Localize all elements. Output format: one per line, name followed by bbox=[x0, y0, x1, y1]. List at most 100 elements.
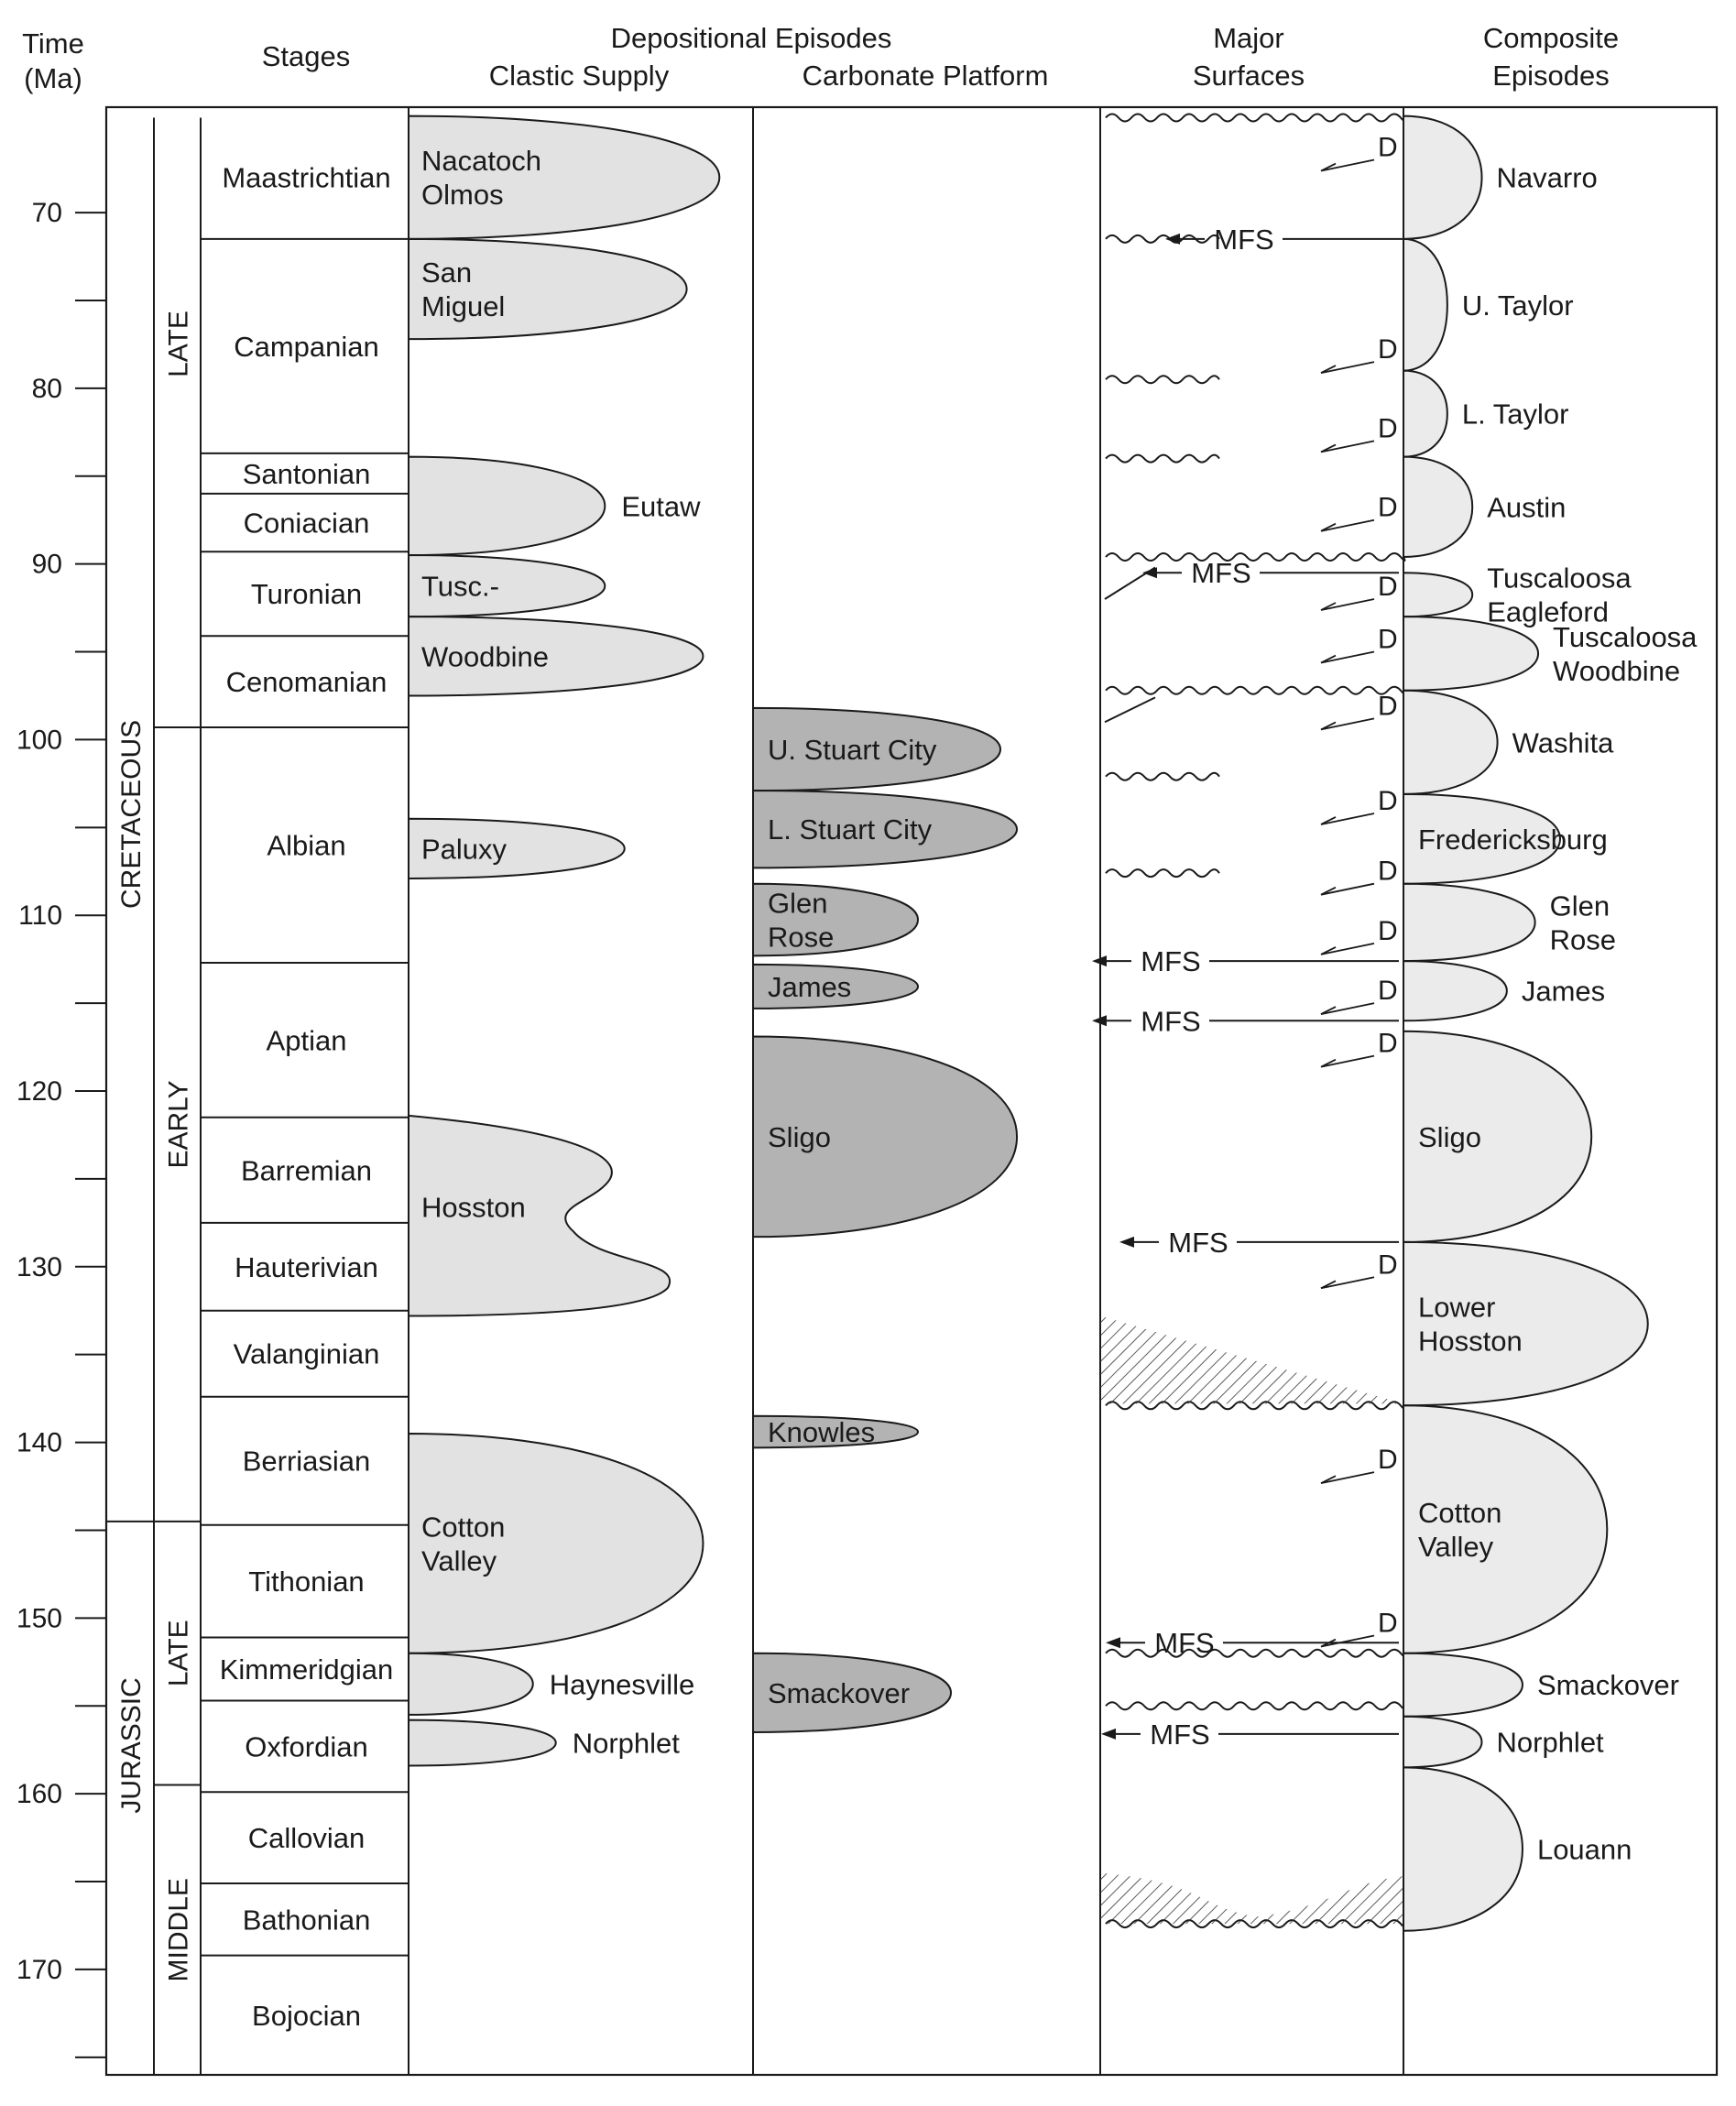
clastic-episode-shape bbox=[408, 115, 721, 240]
composite-episode-label: Glen Rose bbox=[1550, 889, 1616, 955]
carbonate-episode-shape bbox=[752, 882, 920, 957]
mfs-label: MFS bbox=[1214, 224, 1273, 256]
composite-episode-label: Smackover bbox=[1537, 1669, 1679, 1701]
time-axis-tick-label: 170 bbox=[16, 1955, 62, 1985]
period-label: JURASSIC bbox=[116, 1677, 147, 1813]
composite-episode-label: Washita bbox=[1512, 726, 1615, 758]
epoch-column: LATE EARLY LATE MIDDLE bbox=[154, 311, 201, 1981]
unconformity-surface bbox=[1105, 234, 1220, 244]
downlap-marker-line bbox=[1320, 440, 1375, 453]
downlap-marker-line bbox=[1320, 1634, 1375, 1648]
stage-label: Santonian bbox=[243, 458, 371, 490]
unconformity-surface bbox=[1105, 375, 1220, 385]
composite-episode-label: U. Taylor bbox=[1462, 289, 1574, 322]
composite-episode-shape bbox=[1403, 115, 1483, 240]
composite-episode-shape bbox=[1403, 689, 1499, 795]
downlap-marker-label: D bbox=[1378, 413, 1398, 443]
downlap-marker-tick bbox=[1320, 1475, 1337, 1484]
mfs-label: MFS bbox=[1150, 1719, 1209, 1751]
epoch-label: LATE bbox=[164, 1620, 194, 1686]
composite-episode-shape bbox=[1403, 882, 1536, 963]
composite-episode-label: Fredericksburg bbox=[1418, 824, 1608, 856]
stage-label: Bojocian bbox=[252, 2000, 361, 2032]
hiatus-wedge-hatched bbox=[1100, 1872, 1403, 1925]
time-axis-tick-label: 130 bbox=[16, 1252, 62, 1282]
carbonate-platform-header: Carbonate Platform bbox=[802, 60, 1049, 92]
downlap-marker-tick bbox=[1320, 1280, 1337, 1290]
unconformity-surface bbox=[1105, 113, 1406, 123]
carbonate-episode-label: James bbox=[768, 971, 851, 1003]
clastic-episode-shape bbox=[408, 237, 688, 341]
downlap-marker-line bbox=[1320, 943, 1375, 955]
stage-label: Albian bbox=[267, 830, 345, 862]
clastic-episode-label: Nacatoch Olmos bbox=[421, 145, 541, 211]
clastic-episode-shape bbox=[408, 1652, 534, 1716]
time-axis-tick-label: 160 bbox=[16, 1779, 62, 1809]
time-axis-tick-label: 80 bbox=[32, 374, 62, 404]
composite-episode-label: L. Taylor bbox=[1462, 398, 1569, 431]
carbonate-episode-label: L. Stuart City bbox=[768, 813, 933, 846]
downlap-marker-line bbox=[1320, 598, 1375, 611]
unconformity-surface bbox=[1105, 1401, 1406, 1411]
clastic-episode-label: Cotton Valley bbox=[421, 1511, 505, 1577]
unconformity-surface bbox=[1105, 1701, 1406, 1711]
composite-episode-label: James bbox=[1522, 976, 1605, 1008]
time-axis-tick-label: 120 bbox=[16, 1076, 62, 1107]
clastic-episode-shape bbox=[408, 616, 704, 697]
epoch-label: LATE bbox=[164, 311, 194, 377]
carbonate-episode-shape bbox=[752, 1414, 920, 1449]
downlap-marker-line bbox=[1320, 813, 1375, 825]
composite-episodes-header-line2: Episodes bbox=[1492, 60, 1610, 92]
downlap-marker-tick bbox=[1320, 816, 1337, 825]
downlap-marker-line bbox=[1320, 882, 1375, 896]
carbonate-episode-label: Knowles bbox=[768, 1416, 875, 1448]
composite-episode-label: Austin bbox=[1487, 491, 1566, 523]
downlap-marker-line bbox=[1320, 717, 1375, 731]
clastic-episode-shape bbox=[408, 1114, 671, 1317]
downlap-marker-label: D bbox=[1378, 1609, 1398, 1639]
stage-label: Hauterivian bbox=[235, 1251, 378, 1283]
composite-episode-shape bbox=[1403, 1030, 1593, 1243]
downlap-marker-label: D bbox=[1378, 786, 1398, 816]
mfs-arrowhead bbox=[1101, 1728, 1116, 1740]
downlap-marker-label: D bbox=[1378, 334, 1398, 365]
carbonate-episode-shape bbox=[752, 790, 1019, 869]
mfs-arrowhead bbox=[1106, 1637, 1120, 1649]
mfs-label: MFS bbox=[1191, 557, 1250, 589]
downlap-marker-tick bbox=[1320, 946, 1337, 955]
major-surfaces-header-line1: Major bbox=[1213, 22, 1284, 54]
period-column: CRETACEOUS JURASSIC bbox=[106, 720, 201, 1814]
downlap-marker-label: D bbox=[1378, 1445, 1398, 1475]
clastic-episode-label: Woodbine bbox=[421, 640, 549, 672]
composite-episode-label: Tuscaloosa Woodbine bbox=[1553, 621, 1698, 687]
composite-episode-shape bbox=[1403, 572, 1474, 618]
clastic-episode-shape bbox=[408, 1719, 557, 1767]
downlap-marker-tick bbox=[1320, 365, 1337, 374]
downlap-marker-label: D bbox=[1378, 625, 1398, 655]
mfs-label: MFS bbox=[1141, 1005, 1200, 1037]
unconformity-surface bbox=[1105, 453, 1220, 464]
clastic-episode-shape bbox=[408, 554, 606, 618]
downlap-marker-line bbox=[1320, 158, 1375, 172]
composite-episode-shape bbox=[1403, 960, 1508, 1022]
downlap-marker-label: D bbox=[1378, 976, 1398, 1006]
mfs-arrowhead bbox=[1142, 567, 1157, 579]
carbonate-episode-label: Sligo bbox=[768, 1121, 831, 1153]
downlap-marker-tick bbox=[1320, 602, 1337, 611]
stage-label: Cenomanian bbox=[226, 666, 388, 698]
downlap-marker-line bbox=[1320, 650, 1375, 664]
time-header-line1: Time bbox=[22, 27, 84, 60]
column-headers: Time (Ma) Stages Depositional Episodes C… bbox=[22, 22, 1619, 94]
clastic-episode-shape bbox=[408, 817, 626, 879]
composite-episode-shape bbox=[1403, 237, 1448, 372]
composite-episode-label: Lower Hosston bbox=[1418, 1292, 1523, 1358]
stage-label: Coniacian bbox=[244, 507, 370, 540]
composite-episode-shape bbox=[1403, 1715, 1483, 1769]
downlap-marker-tick bbox=[1320, 886, 1337, 896]
downlap-marker-label: D bbox=[1378, 1249, 1398, 1280]
stage-label: Valanginian bbox=[234, 1338, 380, 1370]
carbonate-episode-shape bbox=[752, 963, 920, 1009]
unconformity-surface bbox=[1105, 868, 1220, 878]
